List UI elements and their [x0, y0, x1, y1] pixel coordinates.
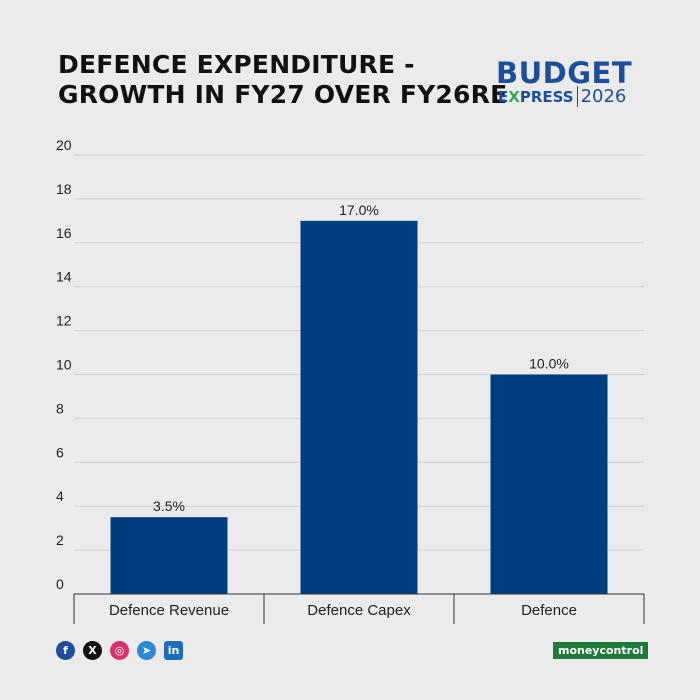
bar — [490, 374, 608, 594]
chart-title-line-1: DEFENCE EXPENDITURE - — [58, 50, 415, 79]
data-label: 17.0% — [339, 202, 379, 218]
category-label: Defence Capex — [307, 602, 411, 619]
y-tick-label: 20 — [56, 137, 72, 153]
y-tick-label: 10 — [56, 357, 72, 373]
data-label: 3.5% — [153, 498, 185, 514]
y-tick-label: 16 — [56, 225, 72, 241]
moneycontrol-badge[interactable]: moneycontrol — [553, 642, 649, 659]
express-rest: PRESS — [519, 88, 574, 106]
bar — [110, 517, 228, 594]
bar — [300, 220, 418, 594]
express-e: E — [498, 88, 509, 106]
facebook-icon[interactable]: f — [56, 641, 75, 660]
y-tick-label: 0 — [56, 576, 64, 592]
budget-year: 2026 — [576, 86, 627, 107]
telegram-icon[interactable]: ➤ — [137, 641, 156, 660]
chart-title: DEFENCE EXPENDITURE - GROWTH IN FY27 OVE… — [58, 50, 508, 110]
express-x: X — [508, 88, 520, 106]
social-icons: f X ◎ ➤ in — [56, 641, 183, 660]
category-label: Defence — [521, 602, 577, 619]
data-label: 10.0% — [529, 356, 569, 372]
y-tick-label: 8 — [56, 400, 64, 416]
express-logo-text: EXPRESS 2026 — [498, 86, 627, 109]
y-tick-label: 12 — [56, 313, 72, 329]
budget-logo-text: BUDGET — [496, 56, 633, 90]
x-twitter-icon[interactable]: X — [83, 641, 102, 660]
y-tick-label: 18 — [56, 181, 72, 197]
instagram-icon[interactable]: ◎ — [110, 641, 129, 660]
y-tick-label: 14 — [56, 269, 72, 285]
y-tick-label: 4 — [56, 488, 64, 504]
linkedin-icon[interactable]: in — [164, 641, 183, 660]
chart-title-line-2: GROWTH IN FY27 OVER FY26RE — [58, 80, 508, 109]
y-tick-label: 6 — [56, 444, 64, 460]
budget-express-logo: BUDGET EXPRESS 2026 — [496, 56, 646, 112]
category-label: Defence Revenue — [109, 602, 229, 619]
y-tick-label: 2 — [56, 532, 64, 548]
